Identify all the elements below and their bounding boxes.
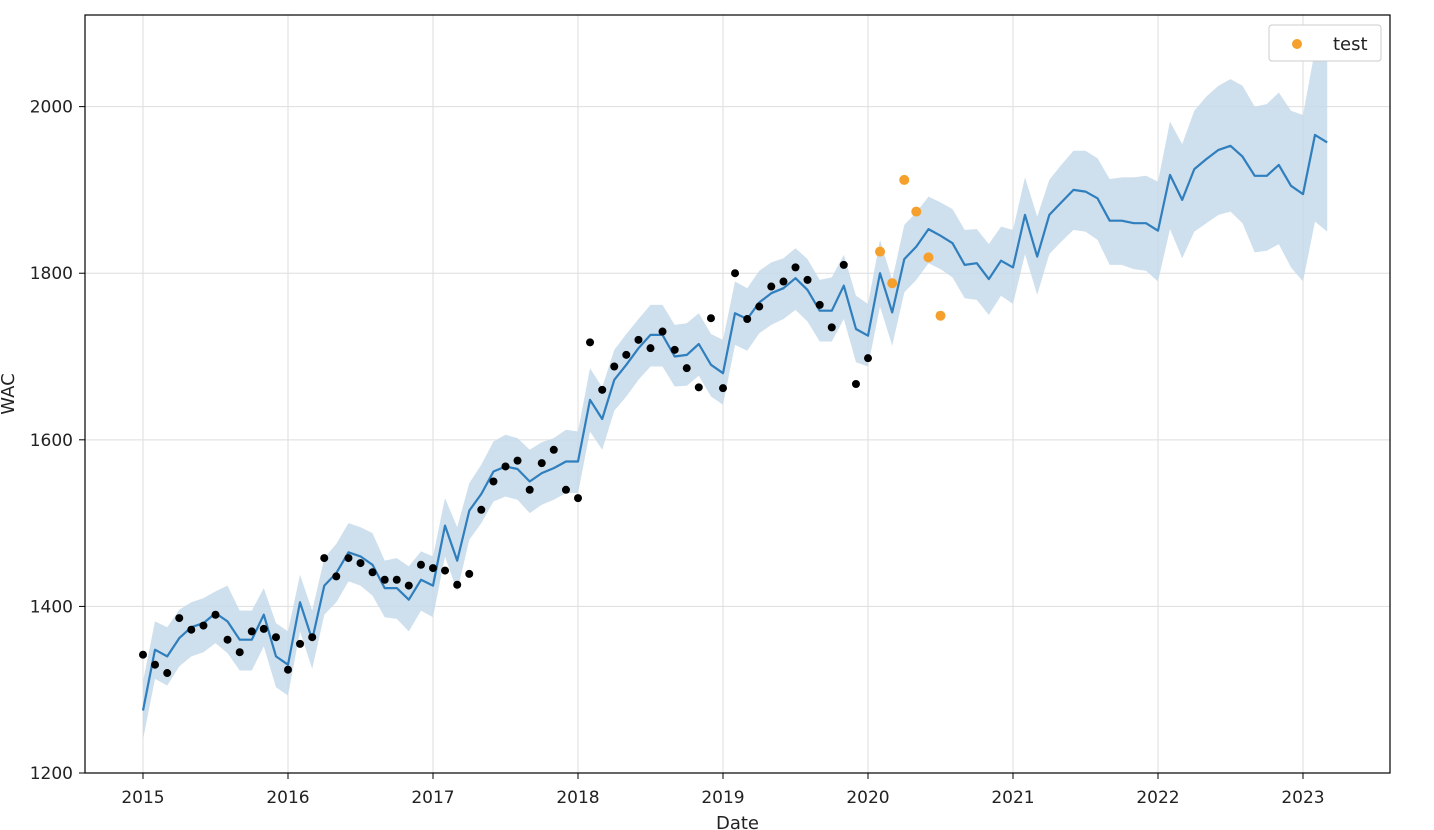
observed-point <box>803 275 812 284</box>
x-tick-label: 2019 <box>701 788 744 808</box>
observed-point <box>622 350 631 359</box>
uncertainty-band <box>143 50 1328 740</box>
observed-point <box>658 327 667 336</box>
observed-point <box>332 572 341 581</box>
observed-point <box>284 665 292 674</box>
observed-point <box>670 345 679 354</box>
observed-point <box>827 323 836 332</box>
observed-point <box>271 633 280 642</box>
observed-point <box>308 633 317 642</box>
observed-point <box>489 477 498 486</box>
observed-point <box>646 344 655 353</box>
y-tick-label: 1800 <box>30 264 73 284</box>
observed-point <box>187 625 196 634</box>
test-point <box>935 310 946 321</box>
observed-point <box>574 494 582 503</box>
plot-frame <box>84 14 1391 774</box>
observed-point <box>404 581 413 590</box>
observed-point <box>356 559 365 568</box>
observed-point <box>380 575 389 584</box>
observed-point <box>864 354 872 363</box>
observed-point <box>851 380 860 389</box>
legend: test <box>1268 24 1382 62</box>
observed-point <box>175 614 184 623</box>
observed-point <box>791 263 800 272</box>
forecast-line <box>141 133 1328 711</box>
observed-point <box>163 669 172 678</box>
observed-point <box>501 462 510 471</box>
observed-point <box>320 554 329 563</box>
axis-ticks: 2015 2016 2017 2018 2019 2020 2021 2022 2023 1200… <box>30 98 1325 808</box>
observed-point <box>694 383 703 392</box>
observed-point <box>139 650 147 659</box>
observed-point <box>743 315 752 324</box>
legend-marker-test <box>1292 39 1302 49</box>
x-tick-label: 2015 <box>121 788 164 808</box>
x-tick-label: 2023 <box>1281 788 1324 808</box>
observed-point <box>731 269 740 278</box>
observed-point <box>429 564 437 573</box>
observed-point <box>815 300 824 309</box>
observed-point <box>441 566 450 575</box>
x-tick-label: 2021 <box>991 788 1034 808</box>
x-tick-label: 2016 <box>266 788 309 808</box>
observed-point <box>598 385 607 394</box>
test-point <box>875 246 886 257</box>
observed-point <box>211 610 220 619</box>
observed-point <box>477 505 486 514</box>
x-tick-label: 2022 <box>1136 788 1179 808</box>
observed-point <box>392 575 401 584</box>
observed-point <box>296 639 305 648</box>
y-tick-label: 1400 <box>30 597 73 617</box>
y-tick-label: 1200 <box>30 764 73 784</box>
test-point <box>923 252 934 263</box>
observed-point <box>610 362 619 371</box>
test-point <box>911 206 922 217</box>
observed-point <box>549 445 558 454</box>
observed-point <box>537 459 546 468</box>
test-points <box>875 174 946 321</box>
x-tick-label: 2017 <box>411 788 454 808</box>
observed-point <box>779 277 788 286</box>
observed-point <box>465 569 474 578</box>
observed-point <box>259 624 268 633</box>
x-tick-label: 2018 <box>556 788 599 808</box>
test-point <box>899 174 910 185</box>
y-tick-label: 1600 <box>30 431 73 451</box>
observed-point <box>525 485 534 494</box>
observed-points <box>139 260 872 678</box>
observed-point <box>586 338 595 347</box>
observed-point <box>223 635 232 644</box>
observed-point <box>247 627 256 636</box>
observed-point <box>706 314 715 323</box>
observed-point <box>416 560 425 569</box>
x-axis-label: Date <box>716 813 759 830</box>
observed-point <box>561 485 570 494</box>
legend-box <box>1268 24 1382 62</box>
x-tick-label: 2020 <box>846 788 889 808</box>
observed-point <box>453 580 462 589</box>
observed-point <box>839 260 848 269</box>
observed-point <box>719 384 727 393</box>
observed-point <box>368 568 377 577</box>
observed-point <box>767 282 776 291</box>
test-point <box>887 278 898 289</box>
legend-label-test: test <box>1333 34 1368 55</box>
observed-point <box>513 456 522 465</box>
observed-point <box>199 621 208 630</box>
observed-point <box>755 302 764 311</box>
observed-point <box>235 648 244 657</box>
observed-point <box>634 335 643 344</box>
y-axis-label: WAC <box>0 373 19 414</box>
y-tick-label: 2000 <box>30 98 73 118</box>
observed-point <box>682 364 691 373</box>
observed-point <box>344 554 353 563</box>
observed-point <box>151 660 160 669</box>
